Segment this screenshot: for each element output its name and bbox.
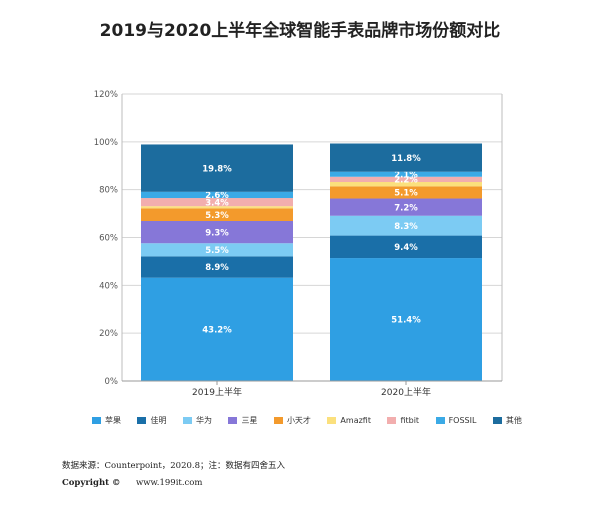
y-tick-label: 100% (94, 138, 118, 148)
copyright-label: Copyright © (62, 478, 121, 488)
legend-label: 苹果 (105, 416, 121, 425)
data-label: 5.5% (205, 246, 229, 256)
bar-segment (330, 215, 482, 236)
bar-segment (141, 191, 293, 199)
bar-segment (330, 182, 482, 187)
y-tick-label: 120% (94, 90, 118, 100)
data-label: 2.6% (205, 191, 229, 201)
legend-item: fitbit (387, 416, 419, 425)
legend-item: FOSSIL (435, 416, 477, 425)
legend-item: Amazfit (327, 416, 371, 425)
legend-item: 华为 (182, 415, 212, 426)
legend-label: FOSSIL (448, 416, 477, 425)
bar-segment (330, 258, 482, 381)
legend-label: 华为 (195, 416, 212, 425)
x-tick-label: 2020上半年 (381, 386, 431, 398)
y-tick-label: 80% (99, 186, 118, 196)
bar-segment (330, 198, 482, 216)
data-label: 5.3% (205, 211, 229, 221)
chart-legend: 苹果 佳明 华为 三星 小天才 Amazfit fitbit FOSSIL 其他 (92, 415, 522, 426)
data-label: 2.2% (394, 176, 418, 186)
chart-title: 2019与2020上半年全球智能手表品牌市场份额对比 (99, 21, 501, 41)
data-label: 2.1% (394, 170, 418, 180)
data-label: 7.2% (394, 203, 418, 213)
y-tick-label: 40% (99, 281, 118, 291)
legend-swatch (182, 417, 192, 424)
legend-label: 其他 (505, 416, 522, 425)
legend-item: 三星 (228, 415, 257, 426)
data-label: 51.4% (391, 316, 421, 326)
data-label: 19.8% (202, 164, 232, 174)
data-source-note: 数据来源：Counterpoint，2020.8；注：数据有四舍五入 (62, 461, 285, 471)
bar-segment (330, 186, 482, 199)
legend-swatch (273, 417, 283, 424)
legend-label: Amazfit (340, 416, 371, 425)
legend-item: 苹果 (92, 415, 121, 426)
y-tick-label: 60% (99, 234, 118, 244)
legend-label: 小天才 (286, 416, 311, 425)
bar-segment (141, 243, 293, 257)
legend-item: 佳明 (137, 415, 166, 426)
bar-segment (141, 208, 293, 221)
legend-swatch (387, 417, 397, 424)
legend-swatch (327, 417, 337, 424)
data-label: 8.9% (205, 263, 229, 273)
legend-label: 三星 (241, 416, 258, 425)
bar-segment (330, 171, 482, 177)
bar-segment (141, 206, 293, 209)
legend-swatch (228, 417, 238, 424)
copyright-line: Copyright © www.199it.com (62, 478, 202, 488)
legend-swatch (137, 417, 147, 424)
legend-swatch (435, 417, 445, 424)
legend-label: fitbit (400, 416, 420, 425)
bar-segment (141, 220, 293, 244)
bar-segment (141, 144, 293, 192)
data-label: 11.8% (391, 154, 421, 164)
x-tick-label: 2019上半年 (192, 386, 242, 398)
data-label: 3.4% (205, 198, 229, 208)
legend-item: 其他 (492, 415, 522, 426)
y-tick-label: 20% (99, 329, 118, 339)
bar-segment (330, 143, 482, 172)
bar-segment (141, 256, 293, 278)
bar-segment (141, 198, 293, 207)
data-label: 9.3% (205, 228, 229, 238)
y-tick-label: 0% (105, 377, 119, 387)
data-label: 43.2% (202, 326, 232, 336)
data-label: 8.3% (394, 222, 418, 232)
legend-swatch (492, 417, 502, 424)
bar-segment (330, 176, 482, 183)
stacked-bar-chart: 0% 20% 40% 60% 80% 100% 120% 43.2% 8.9% 5.5% 9.3% 5… (94, 90, 503, 398)
bar-segment (141, 277, 293, 381)
legend-swatch (92, 417, 101, 424)
bar-segment (330, 235, 482, 259)
legend-item: 小天才 (273, 415, 311, 426)
data-label: 9.4% (394, 243, 418, 253)
data-label: 5.1% (394, 189, 418, 199)
legend-label: 佳明 (150, 416, 167, 425)
copyright-site: www.199it.com (135, 478, 203, 488)
